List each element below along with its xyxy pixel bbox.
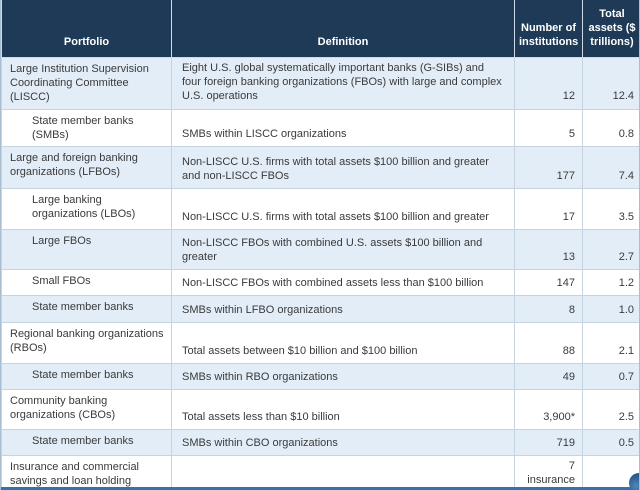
- table-row: Insurance and commercial savings and loa…: [1, 455, 639, 490]
- assets-cell: 1.2: [582, 269, 639, 297]
- column-header-definition: Definition: [171, 0, 515, 58]
- institutions-cell: 8: [514, 295, 583, 324]
- portfolio-cell: State member banks: [1, 429, 172, 457]
- definition-cell: SMBs within LFBO organizations: [171, 295, 515, 324]
- portfolio-cell: Large Institution Supervision Coordinati…: [1, 56, 172, 110]
- assets-cell: 1.0: [582, 295, 639, 324]
- definition-cell: Non-LISCC U.S. firms with total assets $…: [171, 146, 515, 190]
- assets-cell: 3.5: [582, 188, 639, 231]
- table-row: State member banks SMBs within LFBO orga…: [1, 295, 639, 324]
- column-header-assets: Total assets ($ trillions): [582, 0, 639, 58]
- definition-cell: SLHCs primarily engaged in insurance or …: [171, 455, 515, 490]
- institutions-cell: 3,900*: [514, 389, 583, 431]
- header-row: Portfolio Definition Number of instituti…: [1, 0, 639, 58]
- table-bottom-border: [1, 487, 639, 490]
- institutions-cell: 17: [514, 188, 583, 231]
- table-row: Community banking organizations (CBOs) T…: [1, 389, 639, 431]
- table-row: Large FBOs Non-LISCC FBOs with combined …: [1, 229, 639, 271]
- definition-cell: Non-LISCC FBOs with combined assets less…: [171, 269, 515, 297]
- table-row: State member banks SMBs within CBO organ…: [1, 429, 639, 457]
- institutions-cell: 7 insurance 4 commercial: [514, 455, 583, 490]
- assets-cell: 2.7: [582, 229, 639, 271]
- portfolio-cell: Insurance and commercial savings and loa…: [1, 455, 172, 490]
- definition-cell: Eight U.S. global systematically importa…: [171, 56, 515, 110]
- definition-cell: Total assets between $10 billion and $10…: [171, 322, 515, 365]
- assets-cell: 12.4: [582, 56, 639, 110]
- assets-cell: 2.5: [582, 389, 639, 431]
- table-row: Large and foreign banking organizations …: [1, 146, 639, 190]
- table-row: Large Institution Supervision Coordinati…: [1, 56, 639, 110]
- definition-cell: Non-LISCC U.S. firms with total assets $…: [171, 188, 515, 231]
- assets-cell: 0.7: [582, 363, 639, 391]
- portfolio-cell: Large FBOs: [1, 229, 172, 271]
- institutions-cell: 49: [514, 363, 583, 391]
- portfolio-cell: Community banking organizations (CBOs): [1, 389, 172, 431]
- institutions-cell: 177: [514, 146, 583, 190]
- definition-cell: Total assets less than $10 billion: [171, 389, 515, 431]
- institutions-cell: 12: [514, 56, 583, 110]
- column-header-institutions: Number of institutions: [514, 0, 583, 58]
- assets-cell: 0.5: [582, 429, 639, 457]
- institutions-cell: 5: [514, 108, 583, 148]
- definition-cell: SMBs within RBO organizations: [171, 363, 515, 391]
- assets-cell: 0.8: [582, 108, 639, 148]
- assets-cell: 7.4: [582, 146, 639, 190]
- table-header: Portfolio Definition Number of instituti…: [1, 0, 639, 58]
- portfolio-cell: Large and foreign banking organizations …: [1, 146, 172, 190]
- portfolio-cell: State member banks: [1, 295, 172, 324]
- portfolio-cell: State member banks: [1, 363, 172, 391]
- table-row: Small FBOs Non-LISCC FBOs with combined …: [1, 269, 639, 297]
- assets-cell: 2.1: [582, 322, 639, 365]
- table-row: Regional banking organizations (RBOs) To…: [1, 322, 639, 365]
- portfolio-cell: State member banks (SMBs): [1, 108, 172, 148]
- table-row: State member banks (SMBs) SMBs within LI…: [1, 108, 639, 148]
- portfolio-cell: Regional banking organizations (RBOs): [1, 322, 172, 365]
- column-header-portfolio: Portfolio: [1, 0, 172, 58]
- table-row: Large banking organizations (LBOs) Non-L…: [1, 188, 639, 231]
- portfolio-cell: Small FBOs: [1, 269, 172, 297]
- definition-cell: Non-LISCC FBOs with combined U.S. assets…: [171, 229, 515, 271]
- table-body: Large Institution Supervision Coordinati…: [1, 56, 639, 490]
- definition-cell: SMBs within LISCC organizations: [171, 108, 515, 148]
- definition-cell: SMBs within CBO organizations: [171, 429, 515, 457]
- floating-button[interactable]: [629, 473, 639, 490]
- institutions-cell: 88: [514, 322, 583, 365]
- institutions-cell: 13: [514, 229, 583, 271]
- institutions-cell: 719: [514, 429, 583, 457]
- portfolio-cell: Large banking organizations (LBOs): [1, 188, 172, 231]
- institutions-cell: 147: [514, 269, 583, 297]
- table-row: State member banks SMBs within RBO organ…: [1, 363, 639, 391]
